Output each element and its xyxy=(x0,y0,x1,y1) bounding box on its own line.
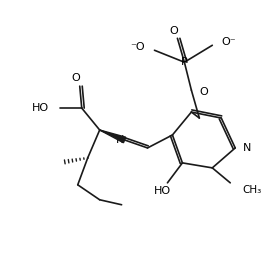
Text: HO: HO xyxy=(154,186,171,196)
Text: HO: HO xyxy=(32,103,49,113)
Text: N: N xyxy=(243,143,252,153)
Polygon shape xyxy=(100,130,126,143)
Text: ⁻O: ⁻O xyxy=(130,42,144,52)
Text: P: P xyxy=(181,57,188,67)
Text: O⁻: O⁻ xyxy=(221,37,236,47)
Text: N: N xyxy=(115,135,124,145)
Text: CH₃: CH₃ xyxy=(242,185,261,195)
Text: O: O xyxy=(169,26,178,36)
Text: O: O xyxy=(199,87,208,97)
Text: O: O xyxy=(71,73,80,83)
